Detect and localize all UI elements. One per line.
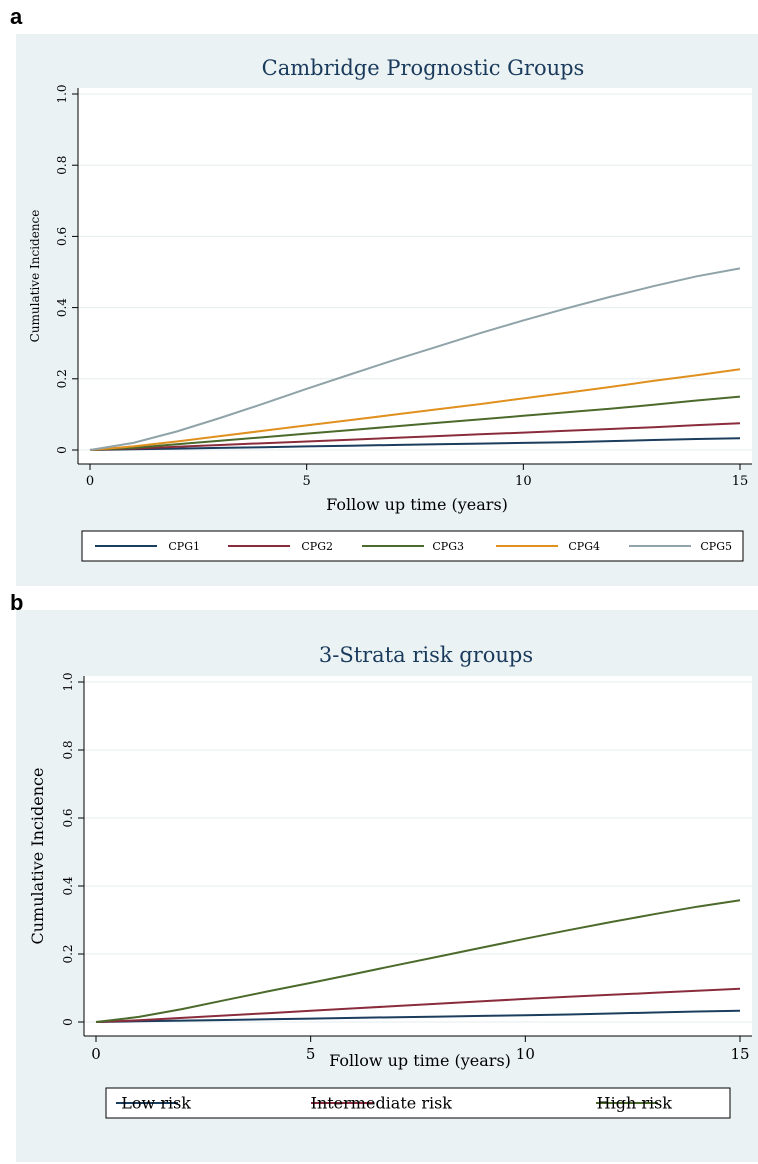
panel-a-y-tick-label: 1.0 [55, 84, 69, 103]
panel-b-letter: b [10, 590, 24, 615]
panel-a-x-tick-label: 15 [732, 474, 749, 489]
panel-b-y-tick-label: 1.0 [61, 672, 75, 691]
panel-b-legend-label-high-risk: High risk [597, 1094, 673, 1113]
panel-b-series-intermediate-risk-line [95, 987, 741, 1023]
panel-b-series-low-risk-line [95, 1009, 741, 1023]
panel-a-legend-label-cpg5: CPG5 [700, 540, 732, 553]
panel-b-y-tick-label: 0.2 [61, 944, 75, 963]
panel-a-x-tick-label: 5 [303, 474, 311, 489]
panel-a-x-tick-label: 10 [515, 474, 532, 489]
panel-a-chart: 0 0.2 0.4 0.6 0.8 1.0 0 5 10 15 Cambridge Prognost… [28, 56, 752, 562]
panel-a-y-tick-label: 0.6 [55, 227, 69, 246]
panel-a-plot-area [78, 88, 752, 464]
panel-a-legend-label-cpg2: CPG2 [301, 540, 333, 553]
panel-a-legend-label-cpg3: CPG3 [432, 540, 464, 553]
panel-b-x-axis-title: Follow up time (years) [329, 1051, 511, 1070]
panel-a-y-tick-label: 0.2 [55, 369, 69, 388]
panel-b-legend-label-low-risk: Low risk [121, 1094, 191, 1113]
panel-b-x-tick-label: 15 [730, 1045, 749, 1063]
panel-a-legend-label-cpg1: CPG1 [168, 540, 200, 553]
panel-b-y-axis-title: Cumulative Incidence [28, 768, 47, 945]
panel-a-chart-title: Cambridge Prognostic Groups [262, 56, 585, 80]
panel-b-y-tick-label: 0.6 [61, 808, 75, 827]
panel-b-legend-label-intermediate-risk: Intermediate risk [311, 1094, 453, 1113]
panel-a-series-cpg5-line [89, 267, 741, 451]
panel-b-chart-title: 3-Strata risk groups [319, 643, 533, 667]
panel-b-y-tick-label: 0.8 [61, 740, 75, 759]
panel-a-y-tick-label: 0.8 [55, 156, 69, 175]
panel-a-y-tick-label: 0 [55, 446, 69, 454]
panel-b-y-tick-label: 0 [61, 1018, 75, 1026]
panel-b-x-tick-label: 0 [91, 1045, 101, 1063]
panel-b-y-tick-label: 0.4 [61, 876, 75, 895]
panel-b-chart: 0 0.2 0.4 0.6 0.8 1.0 0 5 10 15 3-Strata risk grou… [28, 643, 752, 1119]
panel-a-series-cpg2-line [89, 422, 741, 451]
panel-a-series-cpg4-line [89, 368, 741, 451]
panel-b-x-tick-label: 5 [306, 1045, 316, 1063]
panel-a-y-tick-label: 0.4 [55, 298, 69, 317]
panel-a-x-tick-label: 0 [86, 474, 94, 489]
panel-b-x-tick-label: 10 [516, 1045, 535, 1063]
panel-a-legend-label-cpg4: CPG4 [568, 540, 600, 553]
panel-a-x-axis-title: Follow up time (years) [326, 495, 508, 514]
panel-a-series-cpg1-line [89, 437, 741, 451]
panel-a-series-cpg3-line [89, 395, 741, 451]
panel-a-y-axis-title: Cumulative Incidence [28, 210, 42, 343]
panel-b-plot-area [84, 676, 752, 1036]
panel-a-letter: a [10, 4, 23, 29]
panel-b-series-high-risk-line [95, 899, 741, 1023]
